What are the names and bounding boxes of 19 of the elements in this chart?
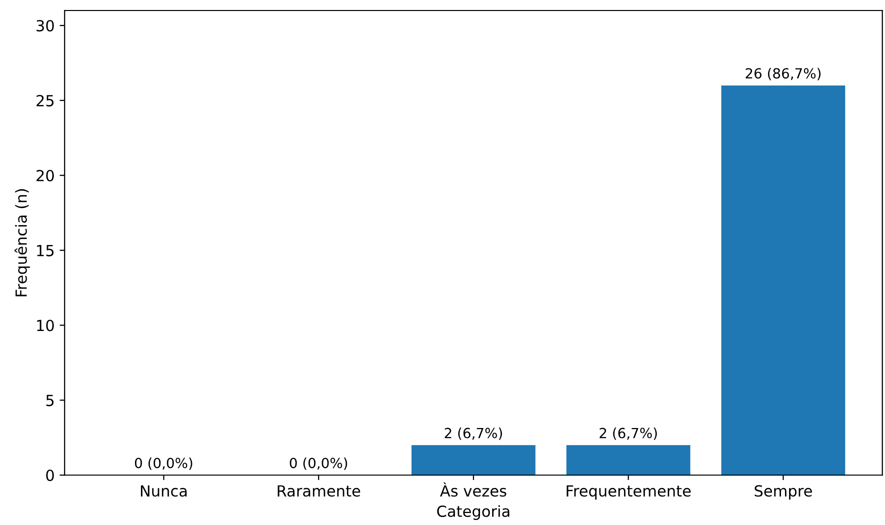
x-axis-title: Categoria (437, 505, 510, 520)
x-tick-label: Frequentemente (566, 485, 691, 500)
data-label: 2 (6,7%) (600, 428, 657, 440)
x-tick-label: Raramente (278, 485, 360, 497)
y-tick-label: 25 (36, 94, 54, 106)
data-label: 2 (6,7%) (444, 428, 502, 440)
data-label: 0 (0,0%) (134, 458, 192, 470)
data-label: 26 (86,7%) (746, 68, 821, 80)
y-tick-label: 20 (36, 170, 54, 182)
y-axis-title: Frequência (n) (14, 189, 30, 296)
y-tick-label: 0 (46, 470, 54, 482)
x-tick-label: Às vezes (440, 482, 506, 497)
y-tick-label: 10 (37, 320, 54, 332)
x-tick-label: Nunca (140, 485, 187, 497)
x-tick-label: Sempre (754, 485, 812, 500)
y-tick-label: 15 (37, 244, 54, 256)
data-label: 0 (0,0%) (290, 458, 348, 470)
y-tick-label: 5 (46, 394, 54, 406)
y-tick-label: 30 (36, 20, 54, 32)
